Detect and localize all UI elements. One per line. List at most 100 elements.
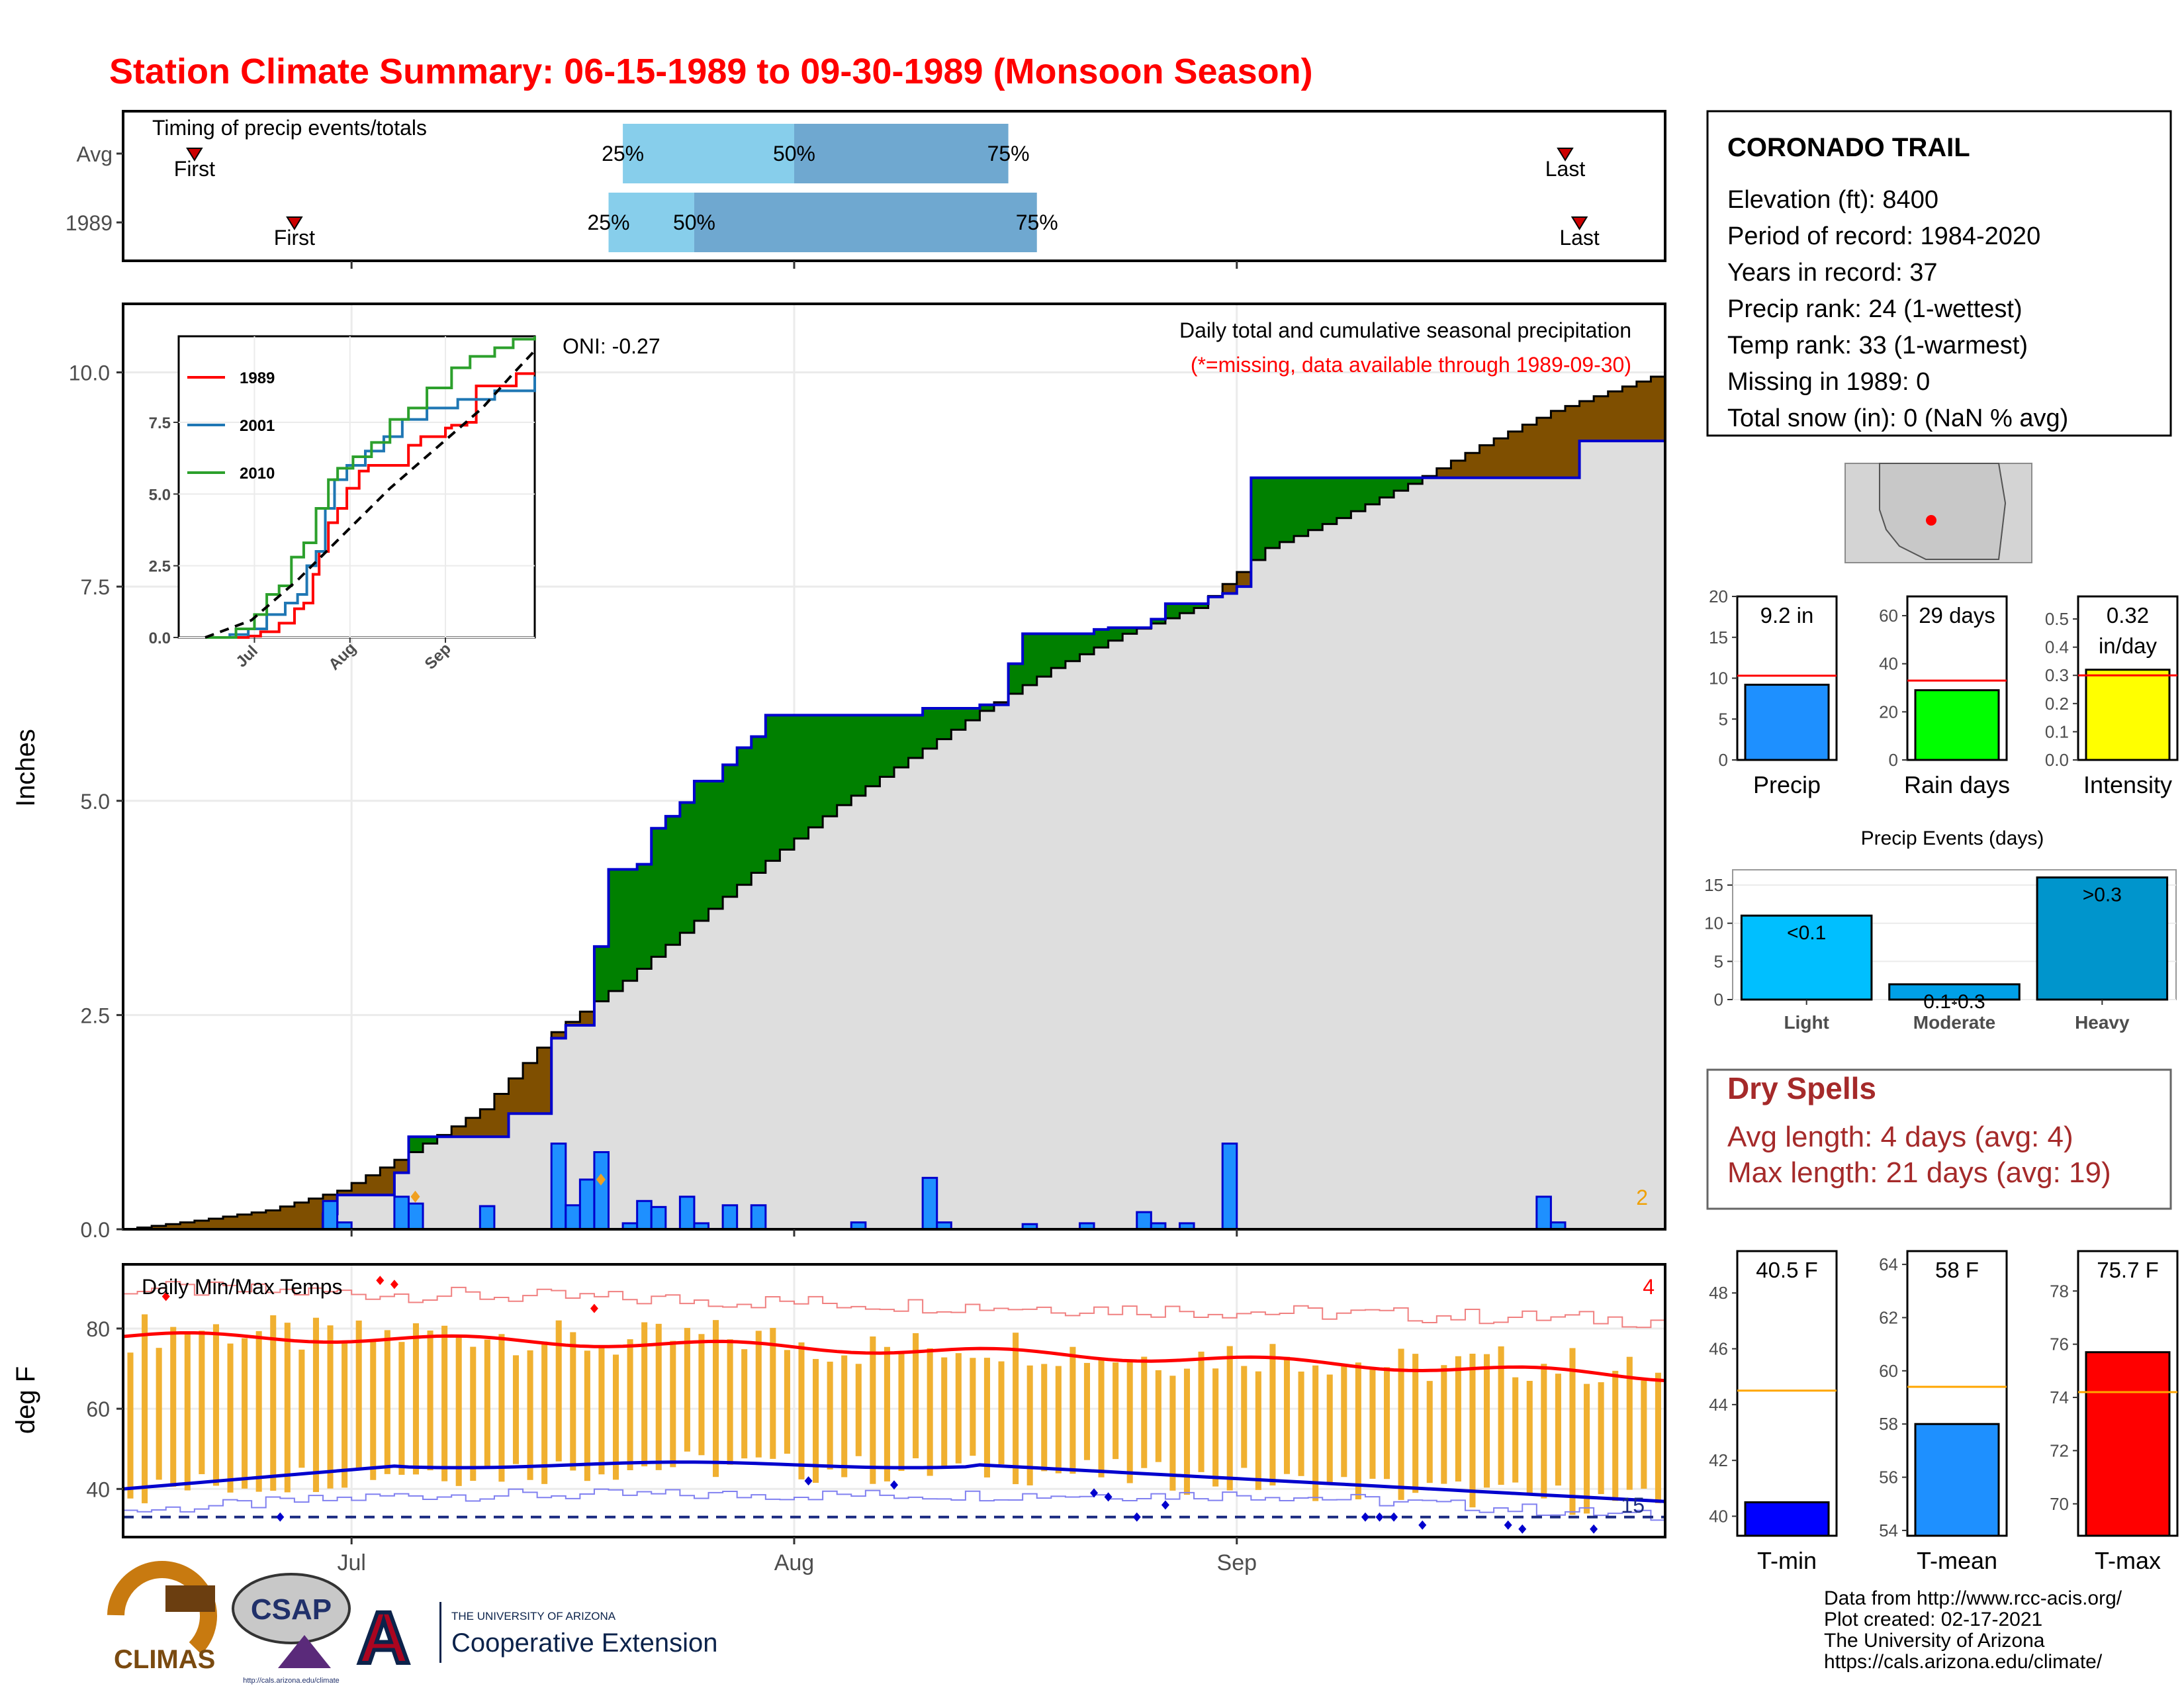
temp-range-bar-97 [1512,1377,1519,1483]
temp-range-bar-36 [641,1322,648,1467]
timing-row-label-Avg: Avg [76,142,113,166]
station-line-0: Elevation (ft): 8400 [1727,186,1938,214]
timing-frame [122,110,1666,262]
location-map [1844,463,2032,563]
daily-precip-bar-2 [393,1196,410,1229]
precip_total-ytick-label-0: 0 [1719,750,1728,770]
precip_total-ytick-label-4: 20 [1709,586,1728,606]
events-ytick-label-3: 15 [1704,875,1723,895]
temp-range-bar-51 [855,1364,862,1456]
temp-range-bar-14 [327,1325,334,1489]
logos: CLIMAS CSAP http://cals.arizona.edu/clim… [107,1561,717,1685]
temp-range-bar-67 [1083,1362,1090,1460]
oni-label: ONI: -0.27 [563,334,660,358]
temp-range-bar-11 [284,1323,291,1493]
station-info-box: CORONADO TRAIL Elevation (ft): 8400 Perio… [1706,110,2172,437]
station-line-4: Temp rank: 33 (1-warmest) [1727,332,2028,359]
temp-range-bar-3 [170,1327,177,1487]
temp-range-bar-69 [1113,1362,1119,1460]
rain_days-category-label: Rain days [1904,771,2010,798]
dry-spells-frame [1706,1068,2172,1210]
temp-range-bar-55 [913,1333,919,1458]
temp-range-bar-25 [484,1339,490,1468]
temp-range-bar-101 [1569,1348,1576,1515]
temp-range-bar-21 [427,1331,433,1471]
daily-precip-bar-24 [1221,1143,1238,1229]
seasonal-base-area [123,441,1665,1229]
events-category-label-heavy: Heavy [2075,1012,2130,1033]
tmean-bar [1914,1423,2000,1537]
temp-range-bar-81 [1283,1356,1291,1474]
temp-record-high-marker-0 [161,1291,170,1301]
map-arizona [1879,463,2007,560]
temp-ytick-label-1: 60 [86,1397,110,1421]
temp-range-bar-90 [1412,1354,1419,1493]
tmean-category-label: T-mean [1917,1547,1997,1574]
temp-range-bar-29 [541,1341,548,1484]
credit-line-4: https://cals.arizona.edu/climate/ [1824,1651,2103,1673]
daily-precip-bar-0 [322,1199,339,1229]
observed-cumulative-line [123,440,1665,1229]
temp-range-bar-44 [755,1331,762,1458]
tmean-ytick-label-0: 54 [1879,1521,1898,1540]
precip-ytick-label-1: 2.5 [81,1004,110,1027]
temp-ylabel: deg F [11,1366,40,1434]
temp-record-high-marker-1 [376,1276,385,1286]
temp-range-bar-106 [1641,1380,1647,1489]
events-bar-label-heavy: >0.3 [2083,884,2122,906]
timing-last-marker-Avg [1557,148,1574,162]
inset-ytick-label-1: 2.5 [149,558,171,576]
temp-range-bar-102 [1584,1383,1590,1514]
temp-average-min-line [123,1460,1665,1503]
temp-xtick-label-2: Sep [1217,1550,1257,1575]
timing-row-label-1989: 1989 [66,211,113,235]
temp-range-bar-62 [1013,1333,1019,1485]
intensity-bar [2085,669,2171,761]
temp-range-bar-89 [1398,1348,1404,1500]
temp-record-low-marker-12 [1518,1524,1527,1534]
temp-range-bar-10 [270,1315,277,1491]
temp-range-bar-64 [1041,1364,1048,1472]
temp-record-low-marker-4 [1104,1492,1113,1502]
csap-logo: CSAP http://cals.arizona.edu/climate [232,1573,351,1685]
temp-range-bar-50 [841,1355,848,1477]
temp-record-low-marker-13 [1590,1524,1598,1534]
station-line-5: Missing in 1989: 0 [1727,368,1930,396]
temp-range-bar-4 [184,1334,191,1491]
temp-record-low-marker-10 [1418,1520,1427,1530]
temp-record-high-marker-2 [390,1280,398,1289]
temp-range-bar-105 [1626,1356,1633,1490]
tmean-ytick-label-1: 56 [1879,1468,1898,1487]
station-name: CORONADO TRAIL [1727,133,1970,162]
temp-range-bar-52 [870,1336,876,1484]
inset-series-line-1989 [205,372,535,639]
temp-range-bar-15 [341,1340,348,1488]
daily-precip-bar-7 [578,1178,596,1229]
timing-bar-dark-1989 [694,193,1037,252]
temp-record-low-marker-3 [1090,1488,1099,1498]
inset-ytick-label-3: 7.5 [149,414,171,432]
intensity-value-label-2: in/day [2099,633,2158,658]
temp-range-bar-77 [1226,1346,1233,1491]
dry-spells-title: Dry Spells [1727,1071,1876,1105]
temp-range-bar-86 [1355,1362,1361,1499]
temp-range-bar-48 [813,1358,819,1483]
temp-range-bar-23 [455,1335,462,1486]
temp-range-bar-59 [970,1358,976,1456]
ua-divider [439,1602,441,1663]
timing-panel: Timing of precip events/totals Avg First L… [66,110,1666,269]
temp-range-bar-99 [1541,1364,1547,1499]
tmax-ytick-label-0: 70 [2050,1494,2069,1514]
temp-record-max-line [123,1281,1665,1329]
inset-legend-label-1989: 1989 [240,369,275,387]
rain_days-ytick-label-2: 40 [1879,654,1898,674]
tmax-ytick-label-4: 78 [2050,1281,2069,1301]
timing-labels: Avg First Last 25% 50% 75% 1989 First Last 25% 50%… [66,142,1600,269]
rain_days-ytick-label-3: 60 [1879,606,1898,626]
precip_total-category-label: Precip [1753,771,1821,798]
temp-range-bar-12 [298,1349,305,1468]
rain_days-ytick-label-1: 20 [1879,702,1898,722]
temp-range-bar-7 [227,1343,234,1493]
temp-record-low-marker-5 [1132,1512,1141,1522]
